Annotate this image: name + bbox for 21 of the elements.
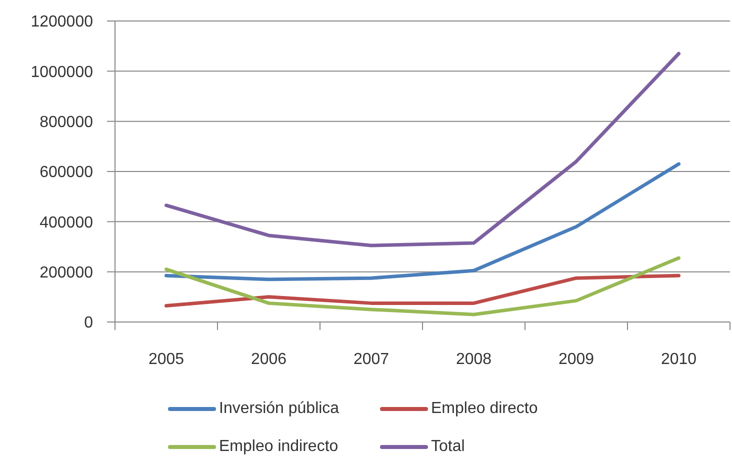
legend-label: Inversión pública	[219, 400, 340, 418]
y-tick-label: 800000	[40, 114, 94, 132]
line-series	[164, 162, 680, 282]
x-tick-label: 2007	[353, 351, 390, 368]
line-series	[164, 274, 680, 308]
legend-label: Empleo directo	[431, 400, 538, 418]
y-tick-label: 600000	[40, 164, 94, 182]
y-tick-label: 1200000	[30, 14, 94, 31]
y-tick-label: 1000000	[30, 64, 94, 81]
x-tick-label: 2010	[660, 351, 697, 368]
y-tick-label: 200000	[40, 264, 94, 282]
x-tick-label: 2005	[148, 351, 184, 368]
legend-label: Empleo indirecto	[219, 438, 338, 456]
x-tick-label: 2009	[558, 351, 594, 368]
x-tick-label: 2006	[250, 351, 287, 368]
legend-label: Total	[431, 438, 465, 456]
line-series	[164, 256, 680, 316]
x-tick-label: 2008	[456, 351, 492, 368]
line-series	[164, 52, 680, 248]
y-tick-label: 0	[84, 314, 94, 332]
y-tick-label: 400000	[40, 214, 94, 232]
